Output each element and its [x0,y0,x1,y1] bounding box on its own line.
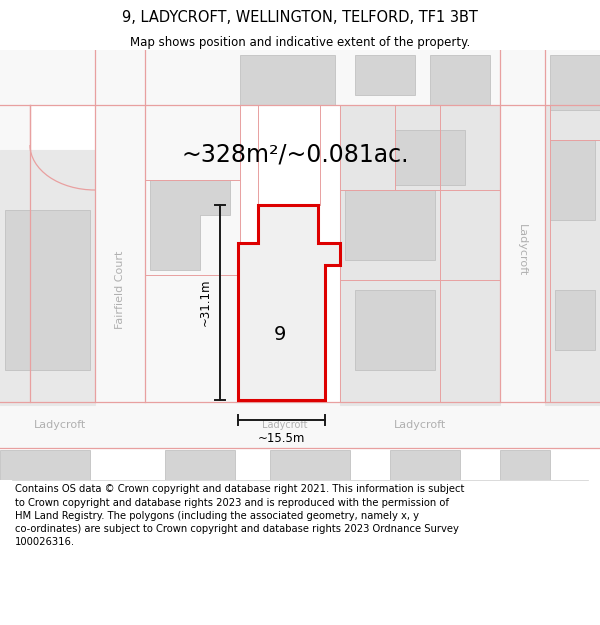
Polygon shape [5,210,90,370]
Polygon shape [165,450,235,480]
Polygon shape [270,450,350,480]
Text: Ladycroft: Ladycroft [34,420,86,430]
Text: Contains OS data © Crown copyright and database right 2021. This information is : Contains OS data © Crown copyright and d… [15,484,464,547]
Polygon shape [345,190,435,260]
Text: Ladycroft: Ladycroft [262,420,308,430]
Text: Fairfield Court: Fairfield Court [115,251,125,329]
Polygon shape [0,50,600,105]
Polygon shape [240,55,335,105]
Polygon shape [555,290,595,350]
Polygon shape [355,290,435,370]
Polygon shape [0,450,90,480]
Text: ~15.5m: ~15.5m [258,432,305,445]
Polygon shape [550,140,595,220]
Polygon shape [500,450,550,480]
Text: 9: 9 [274,326,286,344]
Text: Ladycroft: Ladycroft [394,420,446,430]
Text: ~31.1m: ~31.1m [199,279,212,326]
Text: Map shows position and indicative extent of the property.: Map shows position and indicative extent… [130,36,470,49]
Text: Ladycroft: Ladycroft [517,224,527,276]
Polygon shape [390,450,460,480]
Polygon shape [0,150,95,405]
Polygon shape [238,205,340,400]
Polygon shape [500,50,545,405]
Polygon shape [340,105,500,405]
Polygon shape [545,105,600,405]
Polygon shape [0,402,600,448]
Polygon shape [150,180,230,270]
Polygon shape [95,50,145,405]
Polygon shape [430,55,490,105]
Text: 9, LADYCROFT, WELLINGTON, TELFORD, TF1 3BT: 9, LADYCROFT, WELLINGTON, TELFORD, TF1 3… [122,10,478,25]
Polygon shape [550,55,600,110]
Polygon shape [145,105,240,405]
Polygon shape [0,105,30,405]
Text: ~328m²/~0.081ac.: ~328m²/~0.081ac. [181,143,409,167]
Polygon shape [395,130,465,185]
Polygon shape [355,55,415,95]
